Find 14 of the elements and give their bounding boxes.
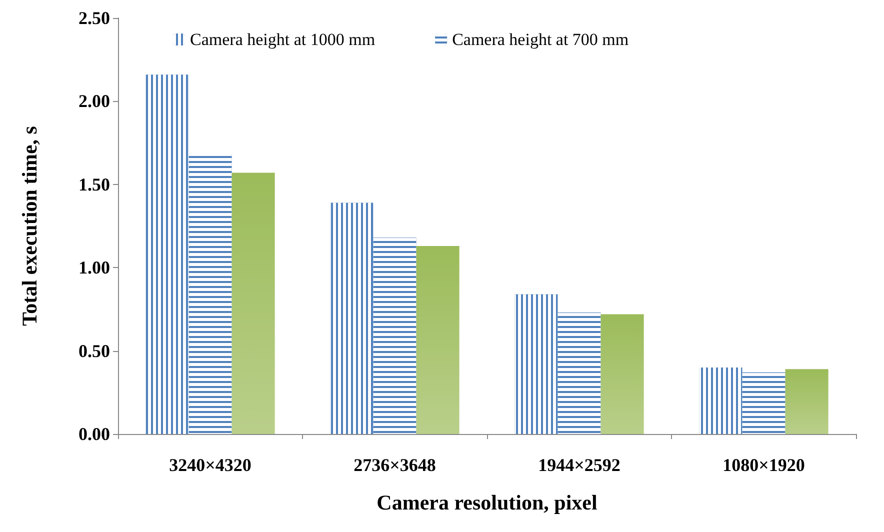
x-axis-title: Camera resolution, pixel xyxy=(376,490,598,514)
x-tick-label: 1080×1920 xyxy=(722,455,805,475)
y-tick-label: 2.50 xyxy=(78,8,110,28)
y-tick-label: 2.00 xyxy=(78,91,110,112)
legend-label: Camera height at 700 mm xyxy=(452,30,629,49)
y-tick-label: 0.00 xyxy=(78,424,110,444)
x-tick-label: 3240×4320 xyxy=(169,455,252,475)
y-tick-label: 0.50 xyxy=(78,340,110,361)
x-tick-label: 1944×2592 xyxy=(538,455,620,475)
x-tick-label: 2736×3648 xyxy=(354,455,436,475)
legend-label: Camera height at 1000 mm xyxy=(190,30,376,49)
y-tick-label: 1.50 xyxy=(78,174,110,194)
y-axis-title: Total execution time, s xyxy=(18,126,42,326)
y-tick-label: 1.00 xyxy=(78,258,110,278)
